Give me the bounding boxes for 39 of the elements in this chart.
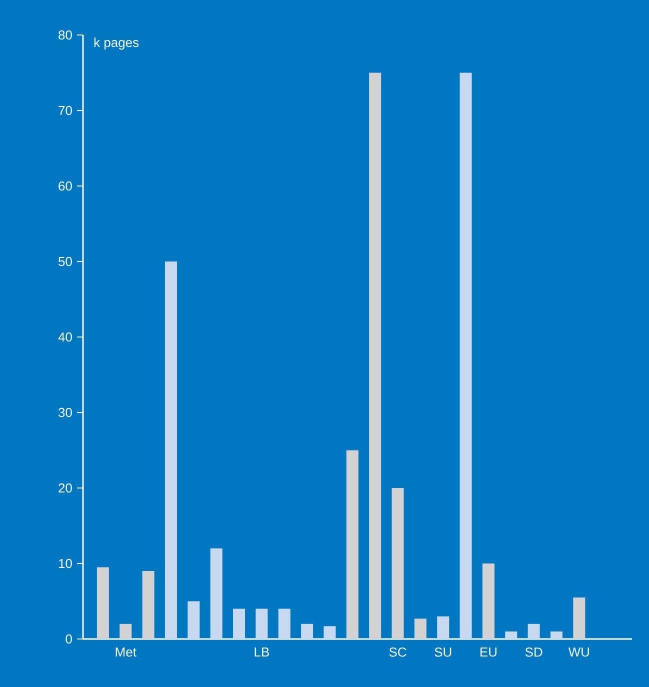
bar	[414, 618, 426, 639]
y-tick-label: 50	[58, 256, 72, 266]
bar	[528, 624, 540, 639]
x-tick-label: Met	[116, 648, 136, 657]
bar	[369, 72, 382, 639]
x-tick-label: SC	[389, 648, 406, 657]
x-tick-label: EU	[480, 648, 496, 657]
y-tick-label: 60	[58, 181, 72, 191]
y-tick-label: 30	[58, 408, 72, 418]
x-tick-label: SD	[525, 648, 542, 657]
y-tick-label: 0	[66, 634, 72, 644]
bar	[164, 261, 177, 639]
bar	[96, 567, 109, 639]
bar	[437, 616, 450, 639]
bar	[573, 597, 586, 639]
bar	[392, 488, 404, 639]
bar	[460, 72, 472, 639]
y-axis-title: k pages	[94, 38, 139, 50]
bar	[550, 631, 562, 639]
y-tick-label: 40	[58, 332, 72, 342]
bar	[233, 608, 246, 639]
bar	[142, 571, 154, 639]
bar	[301, 624, 314, 639]
y-tick-label: 20	[58, 483, 72, 493]
bar	[482, 564, 494, 639]
bar	[210, 548, 222, 639]
x-tick-label: SU	[434, 648, 452, 657]
bar	[188, 601, 200, 639]
x-tick-label: WU	[568, 648, 589, 657]
bar	[256, 608, 268, 639]
y-tick-label: 70	[58, 106, 72, 116]
bar	[278, 608, 290, 639]
x-tick-label: LB	[254, 648, 269, 656]
bar	[324, 626, 336, 639]
bar	[120, 624, 132, 639]
bar	[505, 631, 518, 639]
y-tick-label: 80	[58, 30, 72, 40]
bar	[346, 450, 358, 639]
y-tick-label: 10	[58, 558, 72, 568]
